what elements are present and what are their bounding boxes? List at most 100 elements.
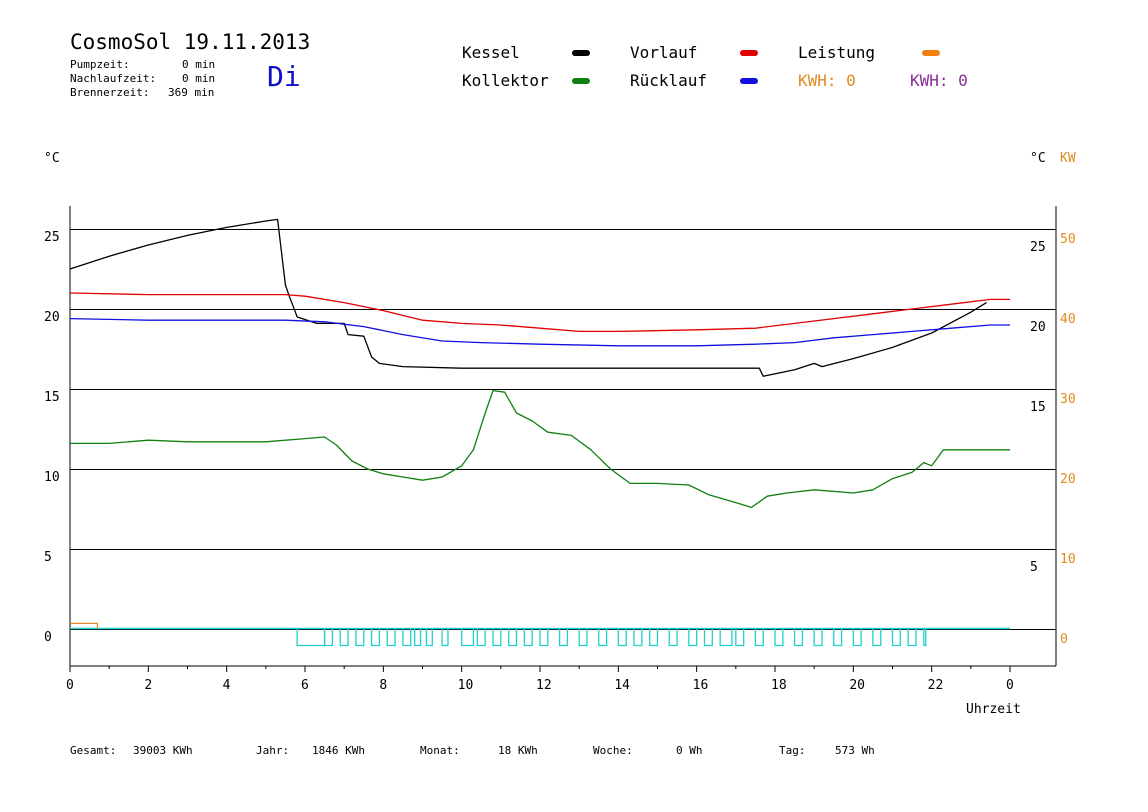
burner-pulse-25 xyxy=(719,628,733,647)
burner-pulse-28 xyxy=(774,628,784,647)
legend-kessel-label: Kessel xyxy=(462,43,520,62)
y-tick-left-15: 15 xyxy=(44,390,60,405)
burner-pulse-15 xyxy=(539,628,549,647)
legend-kollektor-swatch xyxy=(572,78,590,84)
legend-kollektor-label: Kollektor xyxy=(462,71,549,90)
left-axis-unit: °C xyxy=(44,151,60,166)
y-tick-left-0: 0 xyxy=(44,630,52,645)
burner-pulse-33 xyxy=(872,628,882,647)
stat-nachlaufzeit-value: 0 min xyxy=(182,72,216,85)
x-axis-label: Uhrzeit xyxy=(966,702,1021,717)
burner-pulse-10 xyxy=(461,628,475,647)
stat-pumpzeit-label: Pumpzeit: xyxy=(70,58,130,71)
y-tick-right-kw-20: 20 xyxy=(1060,472,1076,487)
burner-pulse-20 xyxy=(633,628,643,647)
footer-jahr-value: 1846 KWh xyxy=(312,744,365,757)
series-line-ruecklauf xyxy=(69,317,1010,347)
burner-pulse-9 xyxy=(441,628,449,647)
footer-tag-value: 573 Wh xyxy=(835,744,875,757)
footer-woche-value: 0 Wh xyxy=(676,744,703,757)
x-tick-label-2: 4 xyxy=(223,678,231,693)
x-tick-label-5: 10 xyxy=(458,678,474,693)
burner-pulse-32 xyxy=(852,628,862,647)
burner-pulse-16 xyxy=(558,628,569,647)
y-tick-left-5: 5 xyxy=(44,550,52,565)
footer-monat-label: Monat: xyxy=(420,744,460,757)
y-tick-right-kw-10: 10 xyxy=(1060,552,1076,567)
x-tick-label-3: 6 xyxy=(301,678,309,693)
legend-kwh2: KWH: 0 xyxy=(910,71,968,90)
weekday-label: Di xyxy=(267,60,301,93)
burner-pulse-35 xyxy=(907,628,917,647)
x-tick-label-4: 8 xyxy=(379,678,387,693)
x-tick-label-8: 16 xyxy=(693,678,709,693)
x-tick-label-1: 2 xyxy=(144,678,152,693)
series-line-kessel xyxy=(69,218,987,377)
right-axis-unit: °C xyxy=(1030,151,1046,166)
burner-pulse-4 xyxy=(370,628,381,647)
burner-pulse-0 xyxy=(296,628,326,647)
stat-pumpzeit-value: 0 min xyxy=(182,58,216,71)
series-line-vorlauf xyxy=(69,292,1010,333)
y-tick-right-kw-0: 0 xyxy=(1060,632,1068,647)
x-tick-label-11: 22 xyxy=(928,678,944,693)
chart-title: CosmoSol 19.11.2013 xyxy=(70,30,311,54)
burner-pulse-8 xyxy=(425,628,433,647)
y-tick-right-c-20: 20 xyxy=(1030,320,1046,335)
footer-woche-label: Woche: xyxy=(593,744,633,757)
y-tick-left-20: 20 xyxy=(44,310,60,325)
footer-gesamt-label: Gesamt: xyxy=(70,744,117,757)
burner-pulse-36 xyxy=(923,628,927,647)
burner-pulse-2 xyxy=(339,628,349,647)
burner-pulse-12 xyxy=(492,628,502,647)
y-tick-right-c-15: 15 xyxy=(1030,400,1046,415)
stat-brennerzeit-value: 369 min xyxy=(168,86,215,99)
stat-brennerzeit-label: Brennerzeit: xyxy=(70,86,150,99)
burner-pulse-13 xyxy=(508,628,518,647)
burner-pulse-17 xyxy=(578,628,588,647)
footer-jahr-label: Jahr: xyxy=(256,744,290,757)
legend-leistung-swatch xyxy=(922,50,940,56)
burner-pulse-19 xyxy=(617,628,627,647)
x-tick-label-6: 12 xyxy=(536,678,552,693)
footer-monat-value: 18 KWh xyxy=(498,744,538,757)
burner-pulse-22 xyxy=(668,628,678,647)
burner-pulse-23 xyxy=(688,628,698,647)
legend-leistung-label: Leistung xyxy=(798,43,876,62)
burner-pulse-26 xyxy=(735,628,745,647)
legend-vorlauf-label: Vorlauf xyxy=(630,43,698,62)
burner-pulse-5 xyxy=(386,628,396,647)
burner-pulse-34 xyxy=(891,628,901,647)
series-line-kollektor xyxy=(70,389,1010,509)
burner-pulse-18 xyxy=(598,628,608,647)
y-tick-right-kw-50: 50 xyxy=(1060,232,1076,247)
legend-kessel-swatch xyxy=(572,50,590,56)
burner-pulse-24 xyxy=(703,628,713,647)
y-tick-right-c-25: 25 xyxy=(1030,240,1046,255)
y-tick-left-25: 25 xyxy=(44,230,60,245)
y-tick-right-kw-40: 40 xyxy=(1060,312,1076,327)
burner-pulse-6 xyxy=(402,628,412,647)
footer-gesamt-value: 39003 KWh xyxy=(133,744,193,757)
burner-pulse-7 xyxy=(414,628,422,647)
footer-tag-label: Tag: xyxy=(779,744,806,757)
legend-kwh1: KWH: 0 xyxy=(798,71,856,90)
x-tick-label-9: 18 xyxy=(771,678,787,693)
legend-vorlauf-swatch xyxy=(740,50,758,56)
legend-ruecklauf-label: Rücklauf xyxy=(630,71,708,90)
x-tick-label-10: 20 xyxy=(849,678,865,693)
x-tick-label-0: 0 xyxy=(66,678,74,693)
legend-ruecklauf-swatch xyxy=(740,78,758,84)
right-axis-unit-kw: KW xyxy=(1060,151,1076,166)
y-tick-right-c-5: 5 xyxy=(1030,560,1038,575)
y-tick-right-kw-30: 30 xyxy=(1060,392,1076,407)
burner-pulse-21 xyxy=(649,628,659,647)
burner-pulse-31 xyxy=(833,628,843,647)
burner-pulse-14 xyxy=(523,628,533,647)
x-tick-label-12: 0 xyxy=(1006,678,1014,693)
x-tick-label-7: 14 xyxy=(614,678,630,693)
burner-pulse-29 xyxy=(793,628,804,647)
series-line-leistung xyxy=(70,622,98,629)
burner-pulse-30 xyxy=(813,628,823,647)
